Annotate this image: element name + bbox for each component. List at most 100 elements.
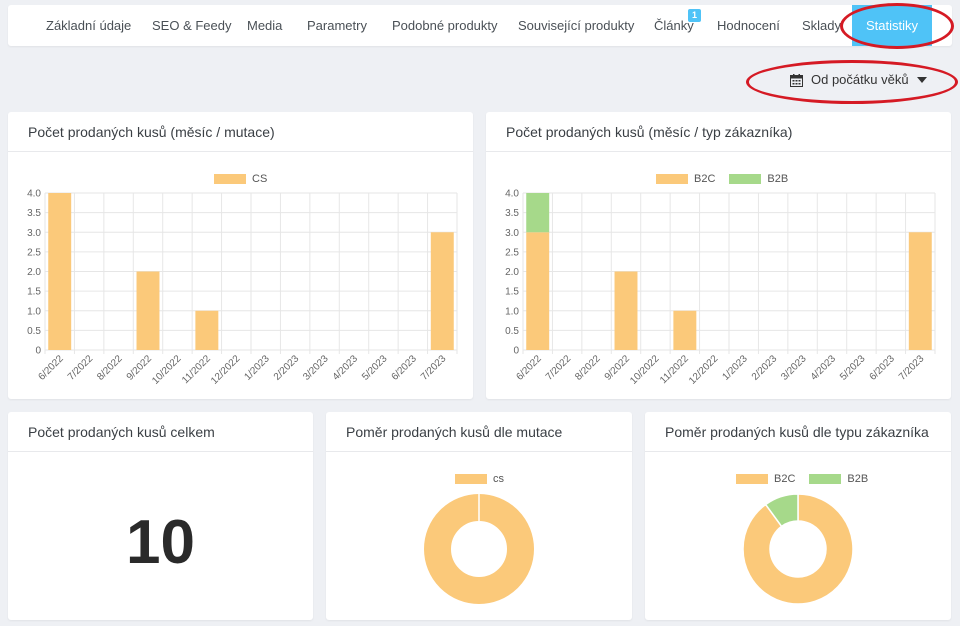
donut-chart-customer xyxy=(742,493,854,605)
legend-item: cs xyxy=(455,473,504,485)
legend-label: B2C xyxy=(774,473,796,485)
tab-seo-feedy[interactable]: SEO & Feedy xyxy=(152,18,232,33)
calendar-icon xyxy=(790,73,803,87)
card-title: Počet prodaných kusů celkem xyxy=(8,412,313,452)
y-tick-label: 3.5 xyxy=(27,208,41,219)
y-tick-label: 4.0 xyxy=(27,189,41,200)
x-tick-label: 5/2023 xyxy=(838,353,868,383)
y-tick-label: 2.5 xyxy=(505,247,519,258)
bar xyxy=(614,271,638,350)
card-ratio-mutation: Poměr prodaných kusů dle mutace cs xyxy=(326,412,632,620)
legend-label: B2B xyxy=(847,473,869,485)
card-title: Počet prodaných kusů (měsíc / typ zákazn… xyxy=(486,112,951,152)
bar xyxy=(48,193,72,350)
x-tick-label: 10/2022 xyxy=(150,353,184,387)
legend-item: B2B xyxy=(729,173,788,185)
x-tick-label: 2/2023 xyxy=(750,353,780,383)
y-tick-label: 4.0 xyxy=(505,189,519,200)
bar xyxy=(430,232,454,350)
y-tick-label: 1.5 xyxy=(505,287,519,298)
legend-swatch xyxy=(809,474,842,484)
card-ratio-customer: Poměr prodaných kusů dle typu zákazníka … xyxy=(645,412,951,620)
legend-label: cs xyxy=(493,473,504,485)
y-tick-label: 1.5 xyxy=(27,287,41,298)
chart-legend: B2C B2B xyxy=(656,173,788,185)
tab-clanky[interactable]: Články xyxy=(654,18,694,33)
bar xyxy=(526,232,550,350)
x-tick-label: 5/2023 xyxy=(360,353,390,383)
y-tick-label: 0.5 xyxy=(27,326,41,337)
x-tick-label: 11/2022 xyxy=(658,353,691,386)
y-tick-label: 1.0 xyxy=(27,306,41,317)
x-tick-label: 12/2022 xyxy=(687,353,721,387)
tab-souvisejici-produkty[interactable]: Související produkty xyxy=(518,18,635,33)
tab-sklady[interactable]: Sklady xyxy=(802,18,842,33)
tab-statistiky[interactable]: Statistiky xyxy=(852,5,933,46)
date-range-label: Od počátku věků xyxy=(811,72,909,87)
donut-slice xyxy=(742,493,854,605)
x-tick-label: 10/2022 xyxy=(628,353,662,387)
legend-swatch xyxy=(736,474,768,484)
legend-label: CS xyxy=(252,173,268,185)
date-range-dropdown[interactable]: Od počátku věků xyxy=(790,70,927,90)
x-tick-label: 1/2023 xyxy=(720,353,750,383)
x-tick-label: 7/2022 xyxy=(66,353,96,383)
y-tick-label: 2.0 xyxy=(505,267,519,278)
bar xyxy=(195,310,219,350)
y-tick-label: 0.5 xyxy=(505,326,519,337)
card-title: Poměr prodaných kusů dle mutace xyxy=(326,412,632,452)
x-tick-label: 6/2023 xyxy=(868,353,898,383)
legend-swatch xyxy=(729,174,762,184)
tab-bar: Základní údaje SEO & Feedy Media Paramet… xyxy=(8,5,952,46)
donut-chart-mutation xyxy=(424,494,534,604)
y-tick-label: 3.0 xyxy=(27,228,41,239)
legend-item: B2B xyxy=(809,473,868,485)
x-tick-label: 6/2022 xyxy=(36,353,66,383)
card-title: Počet prodaných kusů (měsíc / mutace) xyxy=(8,112,473,152)
x-tick-label: 7/2022 xyxy=(544,353,574,383)
legend-item: B2C xyxy=(656,173,715,185)
card-total: Počet prodaných kusů celkem 10 xyxy=(8,412,313,620)
x-tick-label: 4/2023 xyxy=(331,353,361,383)
chart-legend: cs xyxy=(455,473,504,485)
bar-chart-mutation: 0 0.5 1.0 1.5 2.0 2.5 3.0 3.5 4.0 6/2022 7/2022 8/2… xyxy=(27,189,458,387)
card-title: Poměr prodaných kusů dle typu zákazníka xyxy=(645,412,951,452)
tab-parametry[interactable]: Parametry xyxy=(307,18,367,33)
total-value: 10 xyxy=(126,508,195,577)
x-tick-label: 7/2023 xyxy=(897,353,927,383)
bar-chart-customer: 0 0.5 1.0 1.5 2.0 2.5 3.0 3.5 4.0 6/2022 7/2022 8/2… xyxy=(505,189,936,387)
legend-swatch xyxy=(656,174,688,184)
tab-zakladni-udaje[interactable]: Základní údaje xyxy=(46,18,132,33)
card-monthly-customer: Počet prodaných kusů (měsíc / typ zákazn… xyxy=(486,112,951,399)
donut-slice xyxy=(764,493,799,528)
y-tick-label: 1.0 xyxy=(505,306,519,317)
x-tick-label: 12/2022 xyxy=(209,353,243,387)
tab-hodnoceni[interactable]: Hodnocení xyxy=(717,18,780,33)
x-tick-label: 6/2023 xyxy=(390,353,420,383)
x-tick-label: 8/2022 xyxy=(95,353,125,383)
x-tick-label: 6/2022 xyxy=(514,353,544,383)
x-tick-label: 1/2023 xyxy=(242,353,272,383)
y-tick-label: 3.5 xyxy=(505,208,519,219)
legend-swatch xyxy=(214,174,246,184)
y-tick-label: 2.5 xyxy=(27,247,41,258)
y-tick-label: 0 xyxy=(35,346,41,357)
y-tick-label: 3.0 xyxy=(505,228,519,239)
bar xyxy=(136,271,160,350)
card-monthly-mutation: Počet prodaných kusů (měsíc / mutace) CS… xyxy=(8,112,473,399)
bar xyxy=(526,193,550,233)
x-tick-label: 2/2023 xyxy=(272,353,302,383)
legend-label: B2C xyxy=(694,173,716,185)
tab-media[interactable]: Media xyxy=(247,18,283,33)
x-tick-label: 3/2023 xyxy=(301,353,331,383)
legend-item: B2C xyxy=(736,473,795,485)
bar xyxy=(673,310,697,350)
legend-label: B2B xyxy=(767,173,789,185)
legend-item: CS xyxy=(214,173,267,185)
tab-podobne-produkty[interactable]: Podobné produkty xyxy=(392,18,498,33)
x-tick-label: 7/2023 xyxy=(419,353,449,383)
x-tick-label: 3/2023 xyxy=(779,353,809,383)
y-tick-label: 0 xyxy=(513,346,519,357)
x-tick-label: 8/2022 xyxy=(573,353,603,383)
chart-legend: B2C B2B xyxy=(736,473,868,485)
